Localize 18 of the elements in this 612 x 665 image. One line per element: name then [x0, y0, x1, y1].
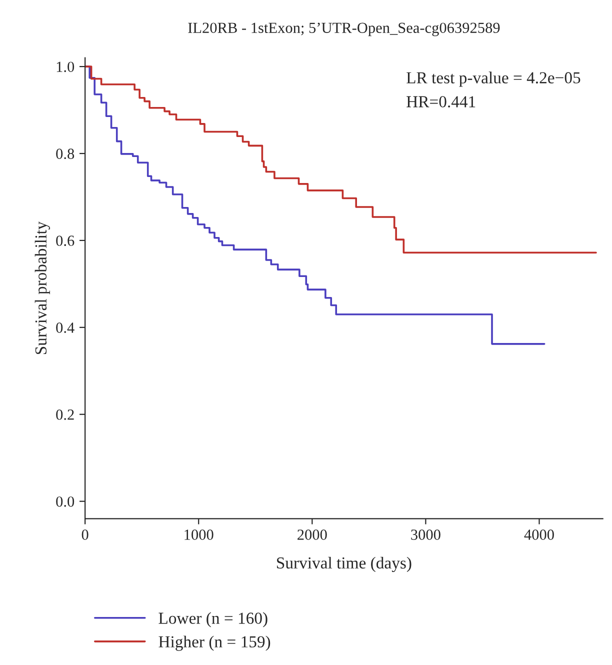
x-tick-label: 3000 — [411, 530, 440, 540]
y-tick-label: 0.6 — [56, 236, 74, 246]
x-axis-title: Survival time (days) — [277, 556, 412, 572]
y-axis-title: Survival probability — [34, 221, 50, 354]
x-tick-label: 2000 — [298, 530, 327, 540]
y-tick-label: 0.0 — [56, 496, 74, 507]
y-tick-label: 0.8 — [56, 148, 74, 160]
annotation: LR test p-value = 4.2e−05 — [406, 72, 580, 87]
y-tick-label: 0.4 — [56, 322, 74, 333]
x-tick-label: 4000 — [524, 530, 554, 540]
y-tick-label: 0.2 — [56, 410, 74, 420]
legend-label: Higher (n = 159) — [158, 636, 270, 651]
x-tick-label: 1000 — [184, 530, 214, 540]
y-tick-label: 1.0 — [56, 62, 74, 72]
chart-title: IL20RB - 1stExon; 5’UTR-Open_Sea-cg06392589 — [188, 22, 500, 36]
annotation: HR=0.441 — [406, 96, 476, 108]
legend-label: Lower (n = 160) — [158, 612, 268, 628]
x-tick-label: 0 — [82, 530, 88, 540]
